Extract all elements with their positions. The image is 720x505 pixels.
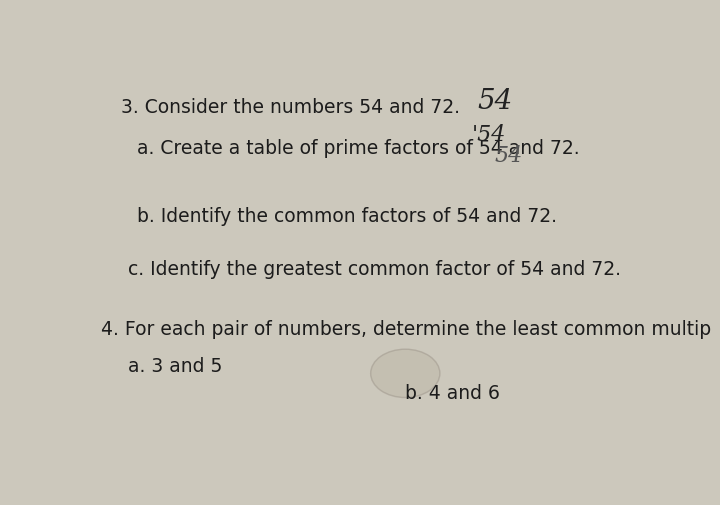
Text: 3. Consider the numbers 54 and 72.: 3. Consider the numbers 54 and 72. — [121, 98, 459, 117]
Text: c. Identify the greatest common factor of 54 and 72.: c. Identify the greatest common factor o… — [128, 259, 621, 278]
Text: 54: 54 — [495, 145, 523, 167]
Text: 4. For each pair of numbers, determine the least common multip: 4. For each pair of numbers, determine t… — [101, 320, 711, 338]
Text: '54: '54 — [472, 124, 507, 145]
Text: b. 4 and 6: b. 4 and 6 — [405, 384, 500, 402]
Circle shape — [371, 349, 440, 398]
Text: 54: 54 — [478, 88, 513, 115]
Text: a. 3 and 5: a. 3 and 5 — [128, 357, 222, 375]
Text: b. Identify the common factors of 54 and 72.: b. Identify the common factors of 54 and… — [138, 207, 557, 226]
Text: a. Create a table of prime factors of 54 and 72.: a. Create a table of prime factors of 54… — [138, 138, 580, 158]
